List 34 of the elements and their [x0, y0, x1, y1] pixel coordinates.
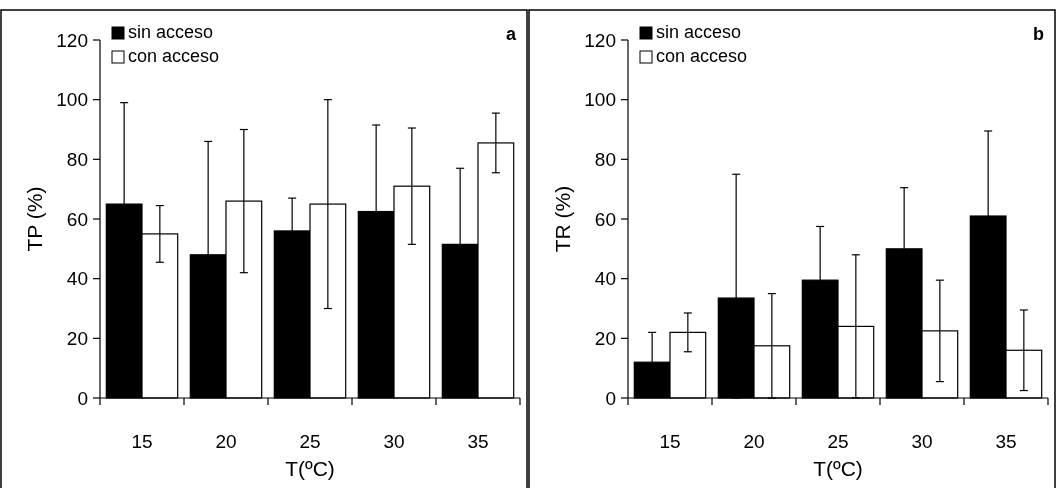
y-tick-label: 40 [594, 268, 616, 290]
legend-label: sin acceso [656, 22, 742, 42]
y-tick-label: 80 [66, 148, 88, 170]
y-tick-label: 120 [584, 29, 616, 51]
x-axis-title: T(ºC) [285, 457, 335, 480]
y-tick-label: 40 [66, 268, 88, 290]
x-axis-title: T(ºC) [813, 457, 863, 480]
y-tick-label: 60 [66, 208, 88, 230]
y-tick-label: 80 [594, 148, 616, 170]
y-tick-label: 20 [66, 327, 88, 349]
y-tick-label: 100 [56, 89, 88, 111]
y-tick-label: 100 [584, 89, 616, 111]
y-axis-title: TP (%) [23, 186, 46, 252]
y-tick-label: 0 [605, 387, 616, 409]
annotation: b [1033, 24, 1044, 44]
x-tick-label: 15 [659, 431, 681, 452]
x-tick-label: 25 [827, 431, 849, 452]
legend-label: con acceso [656, 46, 748, 66]
x-tick-label: 35 [995, 431, 1017, 452]
x-tick-label: 30 [911, 431, 933, 452]
y-tick-label: 20 [594, 327, 616, 349]
legend-label: sin acceso [128, 22, 214, 42]
legend-label: con acceso [128, 46, 220, 66]
y-axis-title: TR (%) [551, 185, 574, 253]
x-tick-label: 25 [299, 431, 321, 452]
x-tick-label: 20 [743, 431, 765, 452]
y-tick-label: 0 [77, 387, 88, 409]
x-tick-label: 30 [383, 431, 405, 452]
x-tick-label: 35 [467, 431, 489, 452]
annotation: a [505, 24, 517, 44]
x-tick-label: 20 [215, 431, 237, 452]
y-tick-label: 60 [594, 208, 616, 230]
y-tick-label: 120 [56, 29, 88, 51]
x-tick-label: 15 [131, 431, 153, 452]
